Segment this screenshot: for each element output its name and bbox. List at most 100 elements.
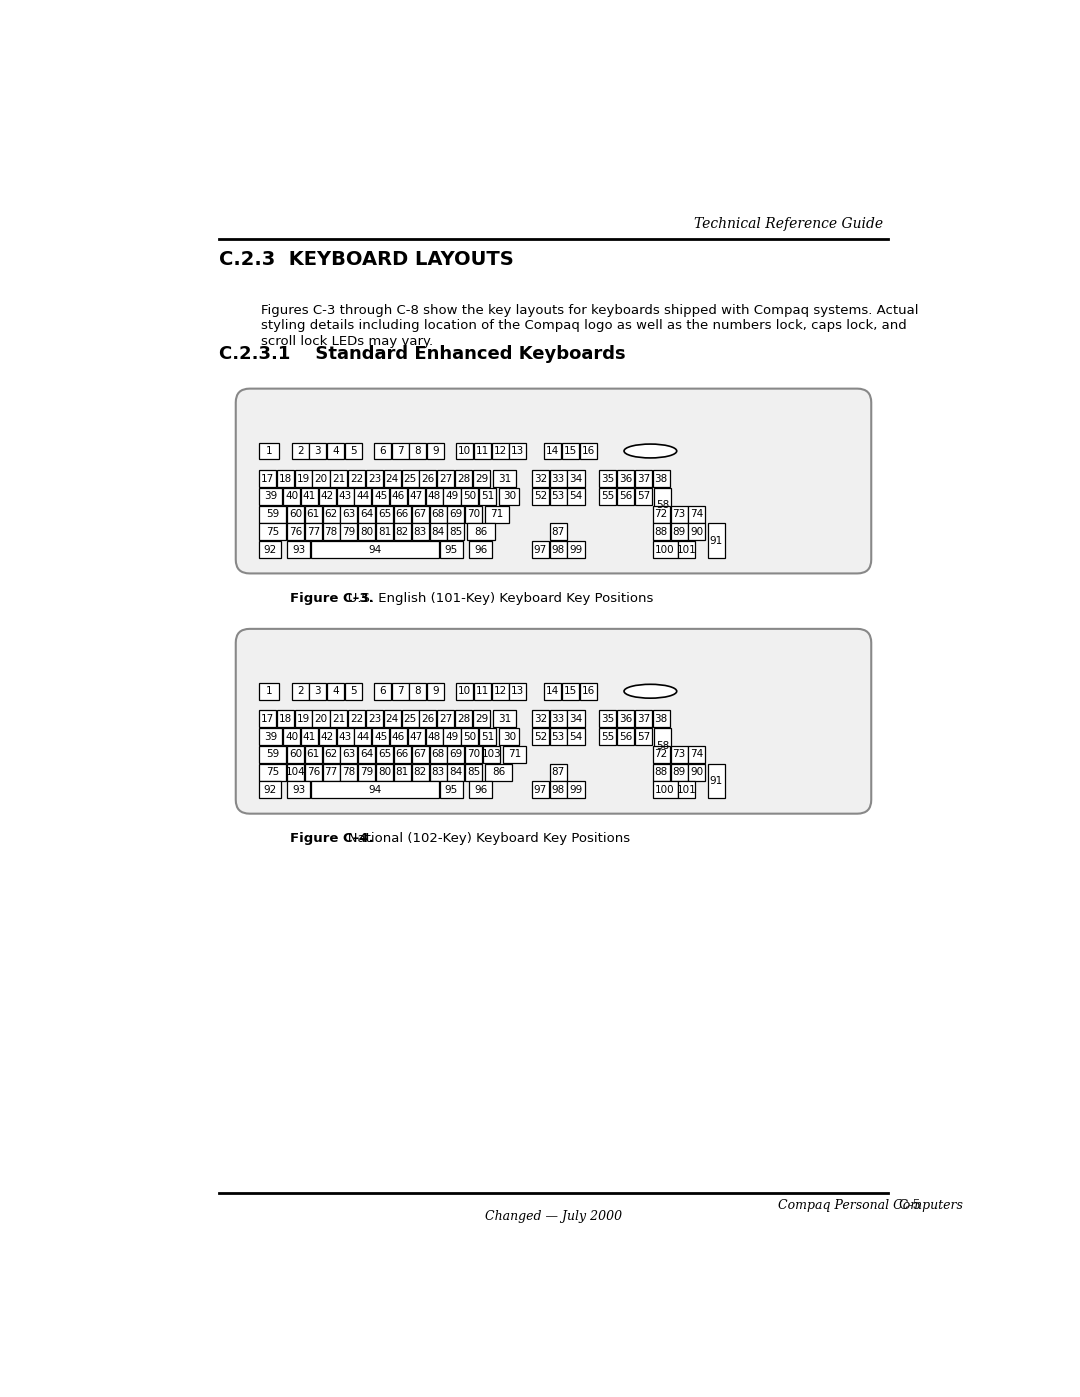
Text: 20: 20	[314, 474, 327, 483]
Bar	[447, 764, 464, 781]
Text: 24: 24	[386, 474, 399, 483]
Text: 62: 62	[324, 749, 338, 760]
Text: 62: 62	[324, 509, 338, 520]
Text: 54: 54	[569, 732, 582, 742]
Text: 45: 45	[374, 732, 388, 742]
Text: 60: 60	[288, 509, 302, 520]
Text: 6: 6	[379, 446, 386, 455]
Bar	[259, 488, 282, 504]
Bar	[402, 471, 419, 488]
Text: 38: 38	[654, 714, 667, 724]
Text: 9: 9	[432, 446, 438, 455]
Text: C.2.3.1    Standard Enhanced Keyboards: C.2.3.1 Standard Enhanced Keyboards	[218, 345, 625, 363]
Bar	[411, 764, 429, 781]
Bar	[259, 443, 279, 460]
Text: 53: 53	[552, 492, 565, 502]
Bar	[499, 488, 519, 504]
Bar	[287, 764, 303, 781]
Bar	[473, 471, 490, 488]
Bar	[491, 683, 509, 700]
Bar	[276, 711, 294, 728]
Bar	[617, 728, 634, 745]
Text: 50: 50	[463, 732, 476, 742]
Text: 14: 14	[546, 446, 559, 455]
Bar	[599, 728, 617, 745]
Text: 30: 30	[503, 492, 516, 502]
Bar	[259, 524, 286, 541]
Text: 3: 3	[314, 686, 321, 696]
Text: 79: 79	[342, 527, 355, 536]
Text: 61: 61	[307, 749, 320, 760]
Text: 98: 98	[552, 545, 565, 555]
Text: 86: 86	[474, 527, 488, 536]
Bar	[671, 746, 688, 763]
Text: 52: 52	[534, 492, 546, 502]
Text: 56: 56	[619, 732, 632, 742]
Bar	[359, 746, 375, 763]
Bar	[354, 488, 372, 504]
Bar	[580, 683, 597, 700]
Text: 36: 36	[619, 474, 632, 483]
Text: 78: 78	[342, 767, 355, 777]
Text: 55: 55	[602, 492, 615, 502]
Text: 1: 1	[266, 446, 272, 455]
Text: 19: 19	[297, 474, 310, 483]
Bar	[394, 524, 410, 541]
Text: National (102-Key) Keyboard Key Positions: National (102-Key) Keyboard Key Position…	[335, 833, 630, 845]
Bar	[465, 506, 482, 522]
Text: 85: 85	[467, 767, 481, 777]
Bar	[455, 711, 472, 728]
Text: 20: 20	[314, 714, 327, 724]
Bar	[483, 746, 500, 763]
Bar	[635, 711, 652, 728]
Bar	[394, 746, 410, 763]
Text: 6: 6	[379, 686, 386, 696]
Text: 35: 35	[602, 714, 615, 724]
Text: 32: 32	[534, 474, 546, 483]
Text: 16: 16	[582, 686, 595, 696]
Text: 58: 58	[657, 740, 670, 750]
Text: 15: 15	[564, 446, 577, 455]
Text: 1: 1	[266, 686, 272, 696]
Text: 33: 33	[552, 714, 565, 724]
Bar	[259, 728, 282, 745]
Ellipse shape	[624, 685, 677, 698]
Text: 74: 74	[690, 749, 703, 760]
Bar	[287, 746, 303, 763]
Bar	[366, 471, 383, 488]
Bar	[550, 728, 567, 745]
Text: 61: 61	[307, 509, 320, 520]
Bar	[678, 541, 696, 557]
Bar	[599, 711, 617, 728]
Text: 81: 81	[378, 527, 391, 536]
Bar	[305, 746, 322, 763]
Text: 83: 83	[414, 527, 427, 536]
Text: 47: 47	[409, 732, 423, 742]
Text: 100: 100	[656, 785, 675, 795]
Text: 2: 2	[297, 686, 303, 696]
Text: 34: 34	[569, 714, 582, 724]
Text: 55: 55	[602, 732, 615, 742]
Text: Compaq Personal Computers: Compaq Personal Computers	[779, 1199, 963, 1213]
Bar	[510, 443, 526, 460]
Text: Figure C–3.: Figure C–3.	[291, 592, 374, 605]
Text: 94: 94	[368, 545, 381, 555]
Text: 8: 8	[415, 686, 421, 696]
Text: 87: 87	[552, 527, 565, 536]
Bar	[688, 764, 705, 781]
Bar	[599, 471, 617, 488]
Bar	[652, 746, 670, 763]
Text: 8: 8	[415, 446, 421, 455]
Text: 46: 46	[392, 492, 405, 502]
Bar	[428, 683, 444, 700]
Bar	[550, 541, 567, 557]
Bar	[340, 764, 357, 781]
Bar	[654, 728, 672, 763]
Bar	[394, 764, 410, 781]
Text: 68: 68	[431, 749, 445, 760]
Bar	[259, 711, 276, 728]
Text: 91: 91	[710, 775, 723, 787]
Text: 79: 79	[360, 767, 374, 777]
Bar	[635, 488, 652, 504]
Bar	[531, 541, 549, 557]
